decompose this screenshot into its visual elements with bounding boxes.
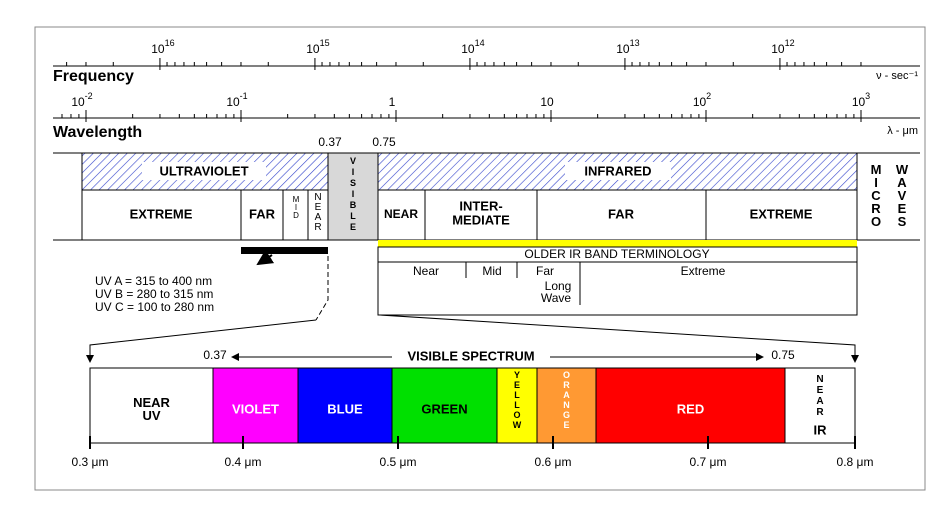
spectrum-band [595,367,786,444]
uv-subband: FAR [249,206,276,221]
tick-base: 10 [306,42,320,56]
older-ir-title: OLDER IR BAND TERMINOLOGY [524,247,709,261]
tick-label: 1012 [771,38,794,56]
spectrum-band [784,367,856,444]
scale-label: 0.5 μm [380,455,417,469]
tick-base: 10 [540,95,554,109]
spectrum-label: GREEN [421,401,467,416]
tick-base: 10 [852,95,866,109]
arrow [256,249,275,266]
wavelength-unit: λ - μm [887,125,918,137]
older-ir-band: Extreme [681,264,726,278]
spectrum-end: 0.75 [771,348,795,362]
tick-label: 1014 [461,38,484,56]
tick-label: 1016 [151,38,174,56]
tick-base: 10 [71,95,85,109]
older-ir-band: Long [545,279,572,293]
spectrum-band [297,367,393,444]
tick-label: 10 [540,95,554,109]
ir-subband: INTER- [459,198,502,213]
tick-exponent: -2 [85,91,93,101]
spectrum-band [89,367,214,444]
uv-bar [241,247,328,254]
tick-base: 10 [616,42,630,56]
uv-type: UV B = 280 to 315 nm [95,287,213,301]
tick-exponent: -1 [240,91,248,101]
tick-exponent: 14 [475,38,485,48]
spectrum-start: 0.37 [203,348,227,362]
uv-type: UV A = 315 to 400 nm [95,274,212,288]
ir-subband: FAR [608,206,635,221]
uv-type: UV C = 100 to 280 nm [95,300,214,314]
band-label: INFRARED [584,163,651,178]
tick-base: 10 [693,95,707,109]
older-ir-band: Wave [541,291,572,305]
tick-exponent: 16 [165,38,175,48]
spectrum-band [391,367,498,444]
tick-base: 1 [389,95,396,109]
tick-label: 10-1 [226,91,247,109]
tick-label: 103 [852,91,870,109]
ir-subband: EXTREME [750,206,813,221]
frequency-unit: ν - sec⁻¹ [876,70,918,82]
connectors [86,256,859,363]
scale-label: 0.3 μm [72,455,109,469]
older-ir-band: Near [413,264,439,278]
older-ir-band: Mid [482,264,501,278]
ir-subband: MEDIATE [452,212,510,227]
spectrum-label: RED [677,401,704,416]
band-label: ULTRAVIOLET [159,163,248,178]
scale-label: 0.7 μm [690,455,727,469]
tick-exponent: 15 [320,38,330,48]
frequency-title: Frequency [53,68,134,85]
tick-label: 1 [389,95,396,109]
tick-exponent: 2 [706,91,711,101]
tick-label: 1013 [616,38,639,56]
tick-label: 1015 [306,38,329,56]
uv-subband: EXTREME [130,206,193,221]
tick-base: 10 [461,42,475,56]
scale-label: 0.8 μm [837,455,874,469]
frame [34,26,926,491]
spectrum-label: UV [142,408,160,423]
spectrum-title: VISIBLE SPECTRUM [407,348,534,363]
spectrum-label: VIOLET [232,401,279,416]
spectrum-label: NEAR [133,395,170,410]
tick-base: 10 [771,42,785,56]
spectrum-band [496,367,538,444]
older-ir-band: Far [536,264,554,278]
scale-label: 0.4 μm [225,455,262,469]
older-ir-box [377,240,858,316]
visible-start: 0.37 [318,135,342,149]
spectrum-label: BLUE [327,401,363,416]
wavelength-title: Wavelength [53,124,142,141]
tick-exponent: 3 [865,91,870,101]
ir-subband: NEAR [384,207,418,221]
scale-label: 0.6 μm [535,455,572,469]
tick-base: 10 [226,95,240,109]
tick-label: 10-2 [71,91,92,109]
tick-exponent: 12 [785,38,795,48]
tick-base: 10 [151,42,165,56]
visible-end: 0.75 [372,135,396,149]
spectrum-label: IR [814,422,828,437]
tick-label: 102 [693,91,711,109]
tick-exponent: 13 [630,38,640,48]
